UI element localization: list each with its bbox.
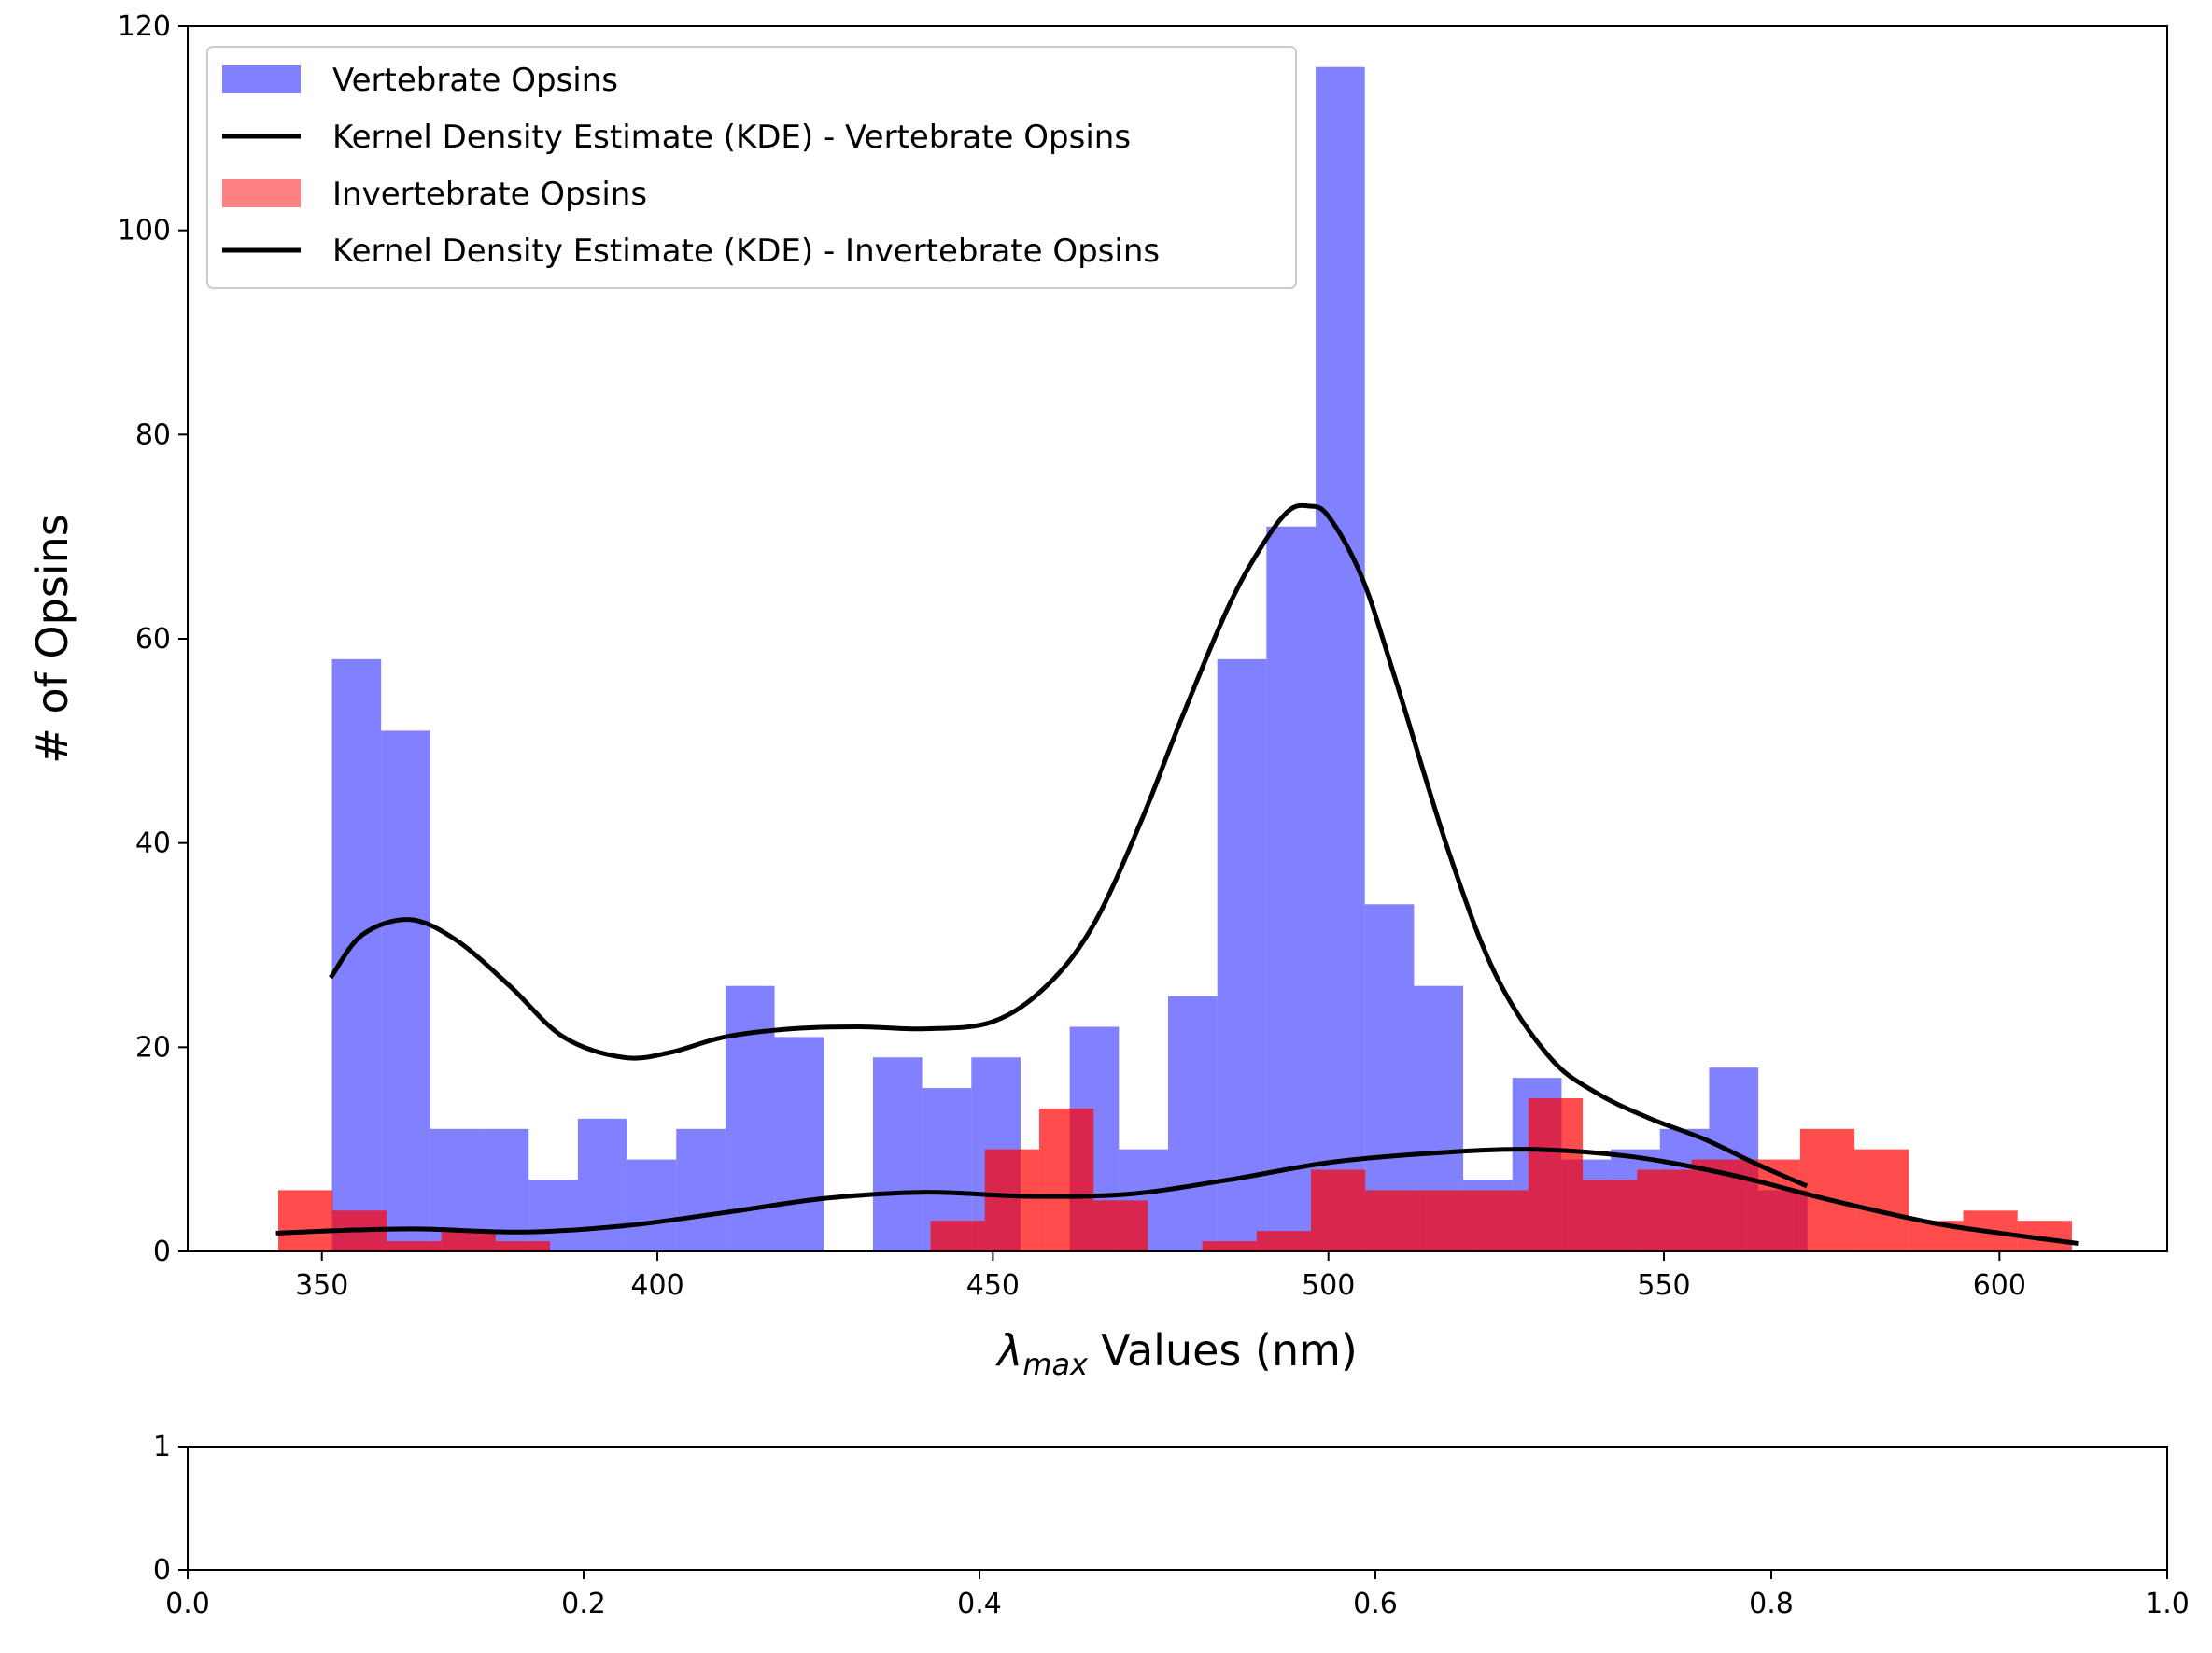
x-tick-label: 350 xyxy=(295,1269,348,1302)
histogram-bar xyxy=(1316,66,1365,1252)
legend-entry: Kernel Density Estimate (KDE) - Inverteb… xyxy=(222,233,1160,270)
histogram-bar xyxy=(1311,1169,1366,1251)
x-tick-label: 0.2 xyxy=(561,1588,606,1620)
x-tick-label: 500 xyxy=(1302,1269,1355,1302)
legend-swatch xyxy=(222,179,301,207)
kde-line-invertebrate xyxy=(275,1147,2079,1247)
histogram-x-ticks: 350 400 450 500 550 600 xyxy=(295,1251,2026,1302)
x-tick-label: 0.8 xyxy=(1749,1588,1794,1620)
histogram-bar xyxy=(676,1128,726,1251)
histogram-bar xyxy=(1038,1108,1094,1251)
y-tick-label: 1 xyxy=(153,1431,171,1463)
y-tick-label: 80 xyxy=(135,418,171,451)
y-tick-label: 0 xyxy=(153,1554,171,1587)
x-axis-label-subscript: max xyxy=(1022,1347,1089,1382)
histogram-bar xyxy=(1168,996,1218,1251)
y-tick-label: 0 xyxy=(153,1236,171,1268)
empty-subplot-frame xyxy=(187,1446,2168,1571)
y-tick-label: 120 xyxy=(118,10,171,43)
histogram-bar xyxy=(1202,1241,1257,1251)
legend-entry: Kernel Density Estimate (KDE) - Vertebra… xyxy=(222,119,1131,156)
histogram-bar xyxy=(872,1057,923,1251)
histogram-bar xyxy=(1473,1190,1529,1251)
x-tick-label: 400 xyxy=(630,1269,683,1302)
legend-label: Vertebrate Opsins xyxy=(332,62,618,99)
histogram-bar xyxy=(1093,1200,1148,1251)
histogram-bar xyxy=(528,1180,578,1251)
legend-label: Kernel Density Estimate (KDE) - Inverteb… xyxy=(332,233,1160,270)
x-tick-label: 0.4 xyxy=(957,1588,1002,1620)
histogram-bar xyxy=(1528,1098,1584,1251)
x-tick-label: 1.0 xyxy=(2145,1588,2190,1620)
histogram-plot-area xyxy=(275,66,2079,1252)
x-tick-label: 550 xyxy=(1637,1269,1690,1302)
histogram-bar xyxy=(577,1118,627,1251)
legend-entries: Vertebrate Opsins Kernel Density Estimate… xyxy=(222,62,1160,270)
empty-subplot-y-ticks: 01 xyxy=(153,1431,188,1587)
histogram-bar xyxy=(278,1190,333,1251)
histogram-bar xyxy=(441,1231,496,1251)
histogram-bar xyxy=(627,1159,677,1251)
x-tick-label: 600 xyxy=(1973,1269,2026,1302)
legend-entry: Vertebrate Opsins xyxy=(222,62,618,99)
histogram-bar xyxy=(1217,658,1267,1251)
empty-subplot-panel: 0.0 0.2 0.4 0.6 0.8 1.0 01 xyxy=(153,1431,2190,1620)
legend: Vertebrate Opsins Kernel Density Estimate… xyxy=(206,46,1297,289)
x-tick-label: 0.6 xyxy=(1353,1588,1398,1620)
x-tick-label: 450 xyxy=(966,1269,1020,1302)
legend-entry: Invertebrate Opsins xyxy=(222,176,647,213)
y-tick-label: 60 xyxy=(135,623,171,656)
histogram-bar xyxy=(1365,1190,1420,1251)
x-tick-label: 0.0 xyxy=(165,1588,210,1620)
histogram-panel: 350 400 450 500 550 600 0 20 40 60 80 100 120 λmax V… xyxy=(27,10,2168,1382)
legend-label: Kernel Density Estimate (KDE) - Vertebra… xyxy=(332,119,1131,156)
y-tick-label: 40 xyxy=(135,827,171,860)
legend-swatch xyxy=(222,65,301,93)
histogram-bar xyxy=(984,1149,1039,1251)
y-tick-label: 20 xyxy=(135,1031,171,1064)
empty-subplot-x-ticks: 0.0 0.2 0.4 0.6 0.8 1.0 xyxy=(165,1570,2190,1620)
histogram-bar xyxy=(387,1241,442,1251)
kde-line-vertebrate xyxy=(329,502,1809,1189)
histogram-bars-invertebrate xyxy=(278,1098,2072,1251)
histogram-bar xyxy=(381,730,430,1251)
histogram-bar xyxy=(1799,1128,1855,1251)
histogram-bar xyxy=(1419,1190,1474,1251)
histogram-bar xyxy=(1637,1169,1692,1251)
x-axis-label-symbol: λ xyxy=(994,1325,1022,1376)
histogram-bar xyxy=(495,1241,551,1251)
y-tick-label: 100 xyxy=(118,215,171,247)
y-axis-label: # of Opsins xyxy=(27,514,77,763)
x-axis-label-text: Values (nm) xyxy=(1101,1325,1358,1376)
histogram-bar xyxy=(774,1037,824,1251)
legend-label: Invertebrate Opsins xyxy=(332,176,647,213)
histogram-bar xyxy=(1266,526,1317,1251)
legend-box xyxy=(206,46,1297,289)
histogram-bar xyxy=(331,658,382,1251)
x-axis-label: λmax Values (nm) xyxy=(994,1325,1358,1382)
histogram-bar xyxy=(1256,1231,1312,1251)
histogram-bar xyxy=(1745,1159,1800,1251)
histogram-bar xyxy=(930,1221,985,1251)
histogram-bar xyxy=(1854,1149,1909,1251)
histogram-bar xyxy=(1583,1180,1638,1251)
histogram-y-ticks: 0 20 40 60 80 100 120 xyxy=(118,10,188,1268)
